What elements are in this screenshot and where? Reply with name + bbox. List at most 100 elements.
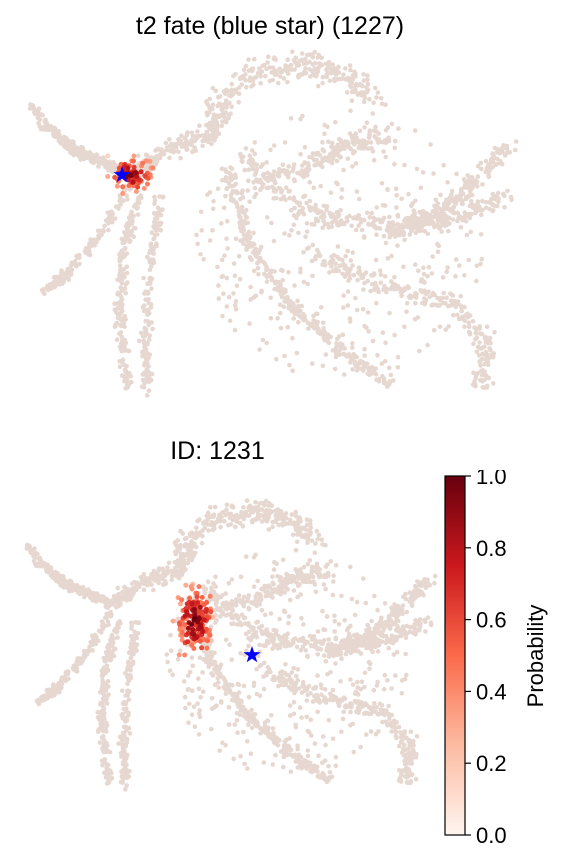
cell-point xyxy=(223,178,229,184)
cell-point xyxy=(150,326,155,332)
cell-point xyxy=(320,74,326,80)
cell-point xyxy=(251,180,256,185)
cell-point xyxy=(299,51,305,56)
cell-point xyxy=(315,773,321,779)
cell-point xyxy=(248,297,253,302)
cell-point xyxy=(407,590,413,595)
cell-point xyxy=(202,525,207,531)
cell-point xyxy=(396,227,402,233)
cell-point xyxy=(233,236,239,241)
cell-point xyxy=(458,303,464,309)
cell-point xyxy=(244,84,249,90)
cell-point xyxy=(299,168,305,173)
cell-point xyxy=(330,212,336,217)
cell-point xyxy=(219,107,225,113)
cell-point xyxy=(417,348,422,354)
cell-point xyxy=(101,655,107,661)
cell-point xyxy=(414,215,419,221)
cell-point xyxy=(315,55,321,60)
cell-point xyxy=(478,368,484,374)
cell-point xyxy=(420,300,425,306)
cell-point xyxy=(151,587,156,593)
cell-point xyxy=(275,316,280,321)
cell-point xyxy=(348,258,354,263)
cell-point xyxy=(103,747,108,753)
cell-point xyxy=(254,666,259,672)
cell-point xyxy=(501,143,506,148)
cell-point xyxy=(67,578,73,584)
cell-point xyxy=(345,218,350,224)
cell-point xyxy=(224,275,230,281)
cell-point xyxy=(252,151,258,157)
cell-point xyxy=(264,725,269,730)
cell-point xyxy=(119,688,125,693)
cell-point xyxy=(115,277,120,283)
cell-point xyxy=(290,168,296,174)
cell-point xyxy=(120,743,125,748)
cell-point xyxy=(291,520,297,526)
cell-point xyxy=(283,63,288,68)
cell-point xyxy=(373,257,379,263)
cell-point xyxy=(223,679,228,684)
cell-point xyxy=(204,110,210,115)
cell-point xyxy=(322,131,327,137)
cell-point xyxy=(310,69,315,74)
probability-point xyxy=(116,165,122,171)
cell-point xyxy=(300,210,305,215)
cell-point xyxy=(131,633,137,639)
cell-point xyxy=(215,123,220,129)
cell-point xyxy=(106,642,111,648)
cell-point xyxy=(286,174,291,180)
cell-point xyxy=(269,220,274,226)
cell-point xyxy=(253,499,258,505)
cell-point xyxy=(211,135,216,140)
cell-point xyxy=(190,133,196,139)
cell-point xyxy=(330,155,336,160)
cell-point xyxy=(402,324,407,330)
cell-point xyxy=(337,76,342,82)
cell-point xyxy=(387,230,393,236)
cell-point xyxy=(383,240,389,246)
cell-point xyxy=(349,98,355,103)
cell-point xyxy=(412,211,418,217)
cell-point xyxy=(222,518,227,524)
cell-point xyxy=(460,198,465,203)
cell-point xyxy=(119,297,124,303)
cell-point xyxy=(95,710,101,715)
cell-point xyxy=(40,113,45,118)
cell-point xyxy=(98,628,104,634)
cell-point xyxy=(384,286,390,292)
cell-point xyxy=(115,624,121,630)
cell-point xyxy=(421,271,427,277)
probability-point xyxy=(138,169,144,175)
cell-point xyxy=(123,701,129,707)
cell-point xyxy=(256,508,262,513)
cell-point xyxy=(128,238,133,244)
cell-point xyxy=(375,353,380,358)
cell-point xyxy=(104,765,109,771)
cell-point xyxy=(124,264,130,270)
cell-point xyxy=(392,145,398,151)
cell-point xyxy=(45,283,50,288)
cell-point xyxy=(404,309,409,315)
cell-point xyxy=(250,148,255,153)
cell-point xyxy=(373,217,379,223)
cell-point xyxy=(237,276,243,282)
cell-point xyxy=(439,229,445,234)
cell-point xyxy=(228,197,234,203)
cell-point xyxy=(61,583,66,588)
cell-point xyxy=(356,265,362,271)
cell-point xyxy=(285,295,290,300)
cell-point xyxy=(387,365,392,371)
cell-point xyxy=(364,120,370,125)
cell-point xyxy=(185,130,190,135)
cell-point xyxy=(92,594,98,599)
cell-point xyxy=(171,149,177,154)
cell-point xyxy=(258,187,263,192)
cell-point xyxy=(325,70,331,76)
cell-point xyxy=(426,265,432,270)
cell-point xyxy=(429,271,435,276)
probability-point xyxy=(133,170,139,175)
cell-point xyxy=(271,238,277,244)
cell-point xyxy=(239,510,244,515)
